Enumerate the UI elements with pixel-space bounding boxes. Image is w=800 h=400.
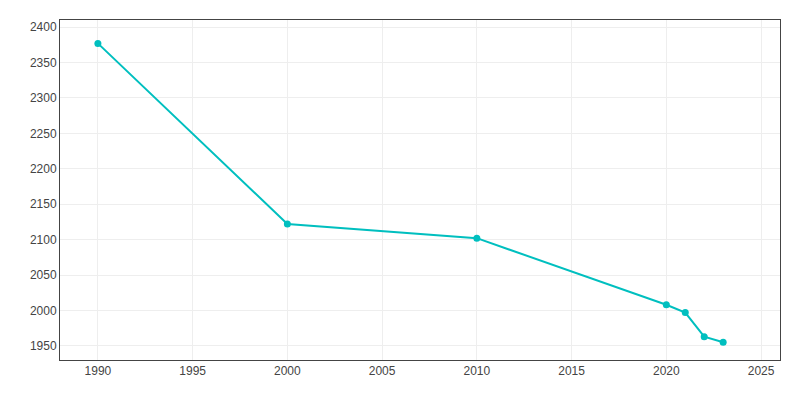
- svg-text:2000: 2000: [274, 364, 301, 378]
- svg-text:2050: 2050: [30, 268, 57, 282]
- svg-text:2025: 2025: [748, 364, 775, 378]
- svg-text:1995: 1995: [179, 364, 206, 378]
- svg-text:2250: 2250: [30, 127, 57, 141]
- svg-text:2100: 2100: [30, 233, 57, 247]
- svg-text:1950: 1950: [30, 339, 57, 353]
- svg-text:2400: 2400: [30, 20, 57, 34]
- svg-text:2010: 2010: [463, 364, 490, 378]
- svg-text:2005: 2005: [369, 364, 396, 378]
- svg-text:1990: 1990: [85, 364, 112, 378]
- svg-text:2020: 2020: [653, 364, 680, 378]
- svg-text:2150: 2150: [30, 197, 57, 211]
- svg-text:2000: 2000: [30, 304, 57, 318]
- svg-text:2200: 2200: [30, 162, 57, 176]
- svg-text:2015: 2015: [558, 364, 585, 378]
- svg-text:2300: 2300: [30, 91, 57, 105]
- svg-text:2350: 2350: [30, 56, 57, 70]
